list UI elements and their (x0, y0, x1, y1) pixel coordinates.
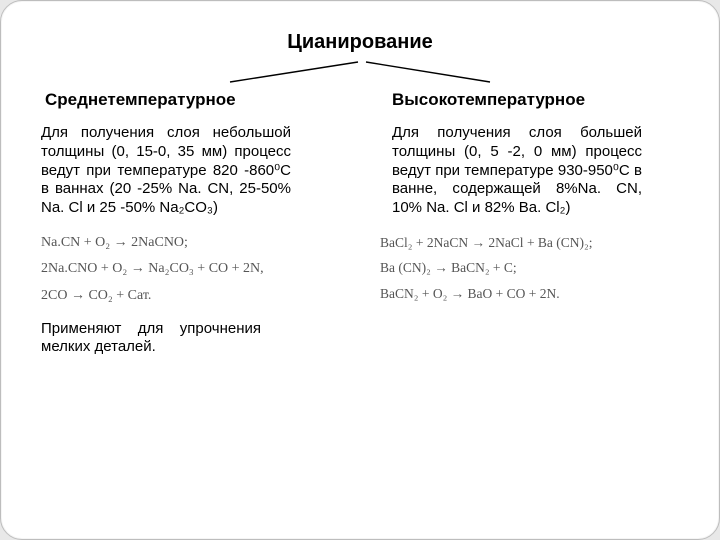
slide-card: Цианирование Среднетемпературное Для пол… (0, 0, 720, 540)
right-equations: BaCl₂ + 2NaCN → 2NaCl + Ba (CN)₂; Ba (CN… (380, 230, 679, 307)
right-eq-1: BaCl₂ + 2NaCN → 2NaCl + Ba (CN)₂; (380, 230, 679, 256)
right-eq-3: BaCN₂ + O₂ → BaO + CO + 2N. (380, 281, 679, 307)
left-eq-1: Na.CN + O₂ → 2NaCNO; (41, 230, 340, 257)
left-heading: Среднетемпературное (41, 90, 340, 110)
left-eq-3: 2CO → CO₂ + Cат. (41, 283, 340, 310)
left-equations: Na.CN + O₂ → 2NaCNO; 2Na.CNO + O₂ → Na₂C… (41, 230, 340, 310)
right-heading: Высокотемпературное (380, 90, 679, 110)
column-right: Высокотемпературное Для получения слоя б… (380, 90, 679, 369)
left-footer: Применяют для упрочнения мелких деталей. (41, 320, 261, 358)
left-paragraph: Для получения слоя небольшой толщины (0,… (41, 124, 291, 218)
left-eq-2: 2Na.CNO + O₂ → Na₂CO₃ + CO + 2N, (41, 256, 340, 283)
main-title: Цианирование (41, 31, 679, 54)
right-eq-2: Ba (CN)₂ → BaCN₂ + C; (380, 255, 679, 281)
columns: Среднетемпературное Для получения слоя н… (41, 90, 679, 369)
column-left: Среднетемпературное Для получения слоя н… (41, 90, 340, 369)
right-paragraph: Для получения слоя большей толщины (0, 5… (380, 124, 642, 218)
branch-arrows (190, 60, 530, 86)
